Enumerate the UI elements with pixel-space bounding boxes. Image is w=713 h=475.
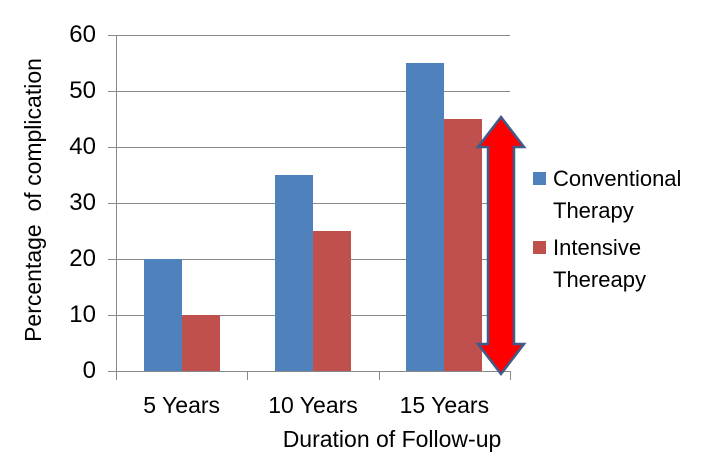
- legend-swatch-conventional-therapy: [533, 172, 546, 185]
- y-axis-tick-label: 50: [69, 77, 96, 104]
- x-axis-tick: [116, 371, 117, 380]
- y-axis-tick-label: 60: [69, 21, 96, 48]
- gridline: [116, 147, 510, 148]
- x-axis-tick: [247, 371, 249, 380]
- x-axis-title: Duration of Follow-up: [282, 426, 502, 452]
- y-axis-tick-label: 20: [69, 245, 96, 272]
- gridline: [116, 35, 510, 36]
- legend-item-intensive-thereapy: Intensive Thereapy: [533, 232, 713, 296]
- legend: Conventional Therapy Intensive Thereapy: [533, 163, 713, 296]
- y-axis-tick-label: 30: [69, 189, 96, 216]
- y-axis-tick: [108, 35, 116, 36]
- y-axis-tick-label: 10: [69, 301, 96, 328]
- y-axis-tick: [108, 259, 116, 260]
- x-axis-tick: [510, 371, 511, 380]
- legend-label: Intensive Thereapy: [553, 235, 646, 292]
- bar-conventional-therapy-10-years: [275, 175, 313, 371]
- bar-intensive-thereapy-5-years: [181, 315, 220, 371]
- y-axis-tick: [108, 315, 116, 316]
- y-axis-line: [116, 35, 117, 371]
- y-axis-tick: [108, 371, 116, 372]
- legend-label: Conventional Therapy: [553, 166, 682, 223]
- x-axis-line: [116, 371, 510, 372]
- gridline: [116, 203, 510, 204]
- legend-item-conventional-therapy: Conventional Therapy: [533, 163, 713, 227]
- x-axis-tick-label-10-years: 10 Years: [268, 392, 358, 418]
- x-axis-tick-label-5-years: 5 Years: [143, 392, 221, 418]
- y-axis-tick-label: 40: [69, 133, 96, 160]
- legend-swatch-intensive-thereapy: [533, 241, 546, 254]
- x-axis-tick-label-15-years: 15 Years: [399, 392, 490, 418]
- bar-intensive-thereapy-10-years: [313, 231, 351, 371]
- bar-conventional-therapy-15-years: [406, 63, 445, 371]
- double-arrow-shape: [475, 114, 527, 377]
- bar-intensive-thereapy-15-years: [444, 119, 483, 371]
- y-axis-tick-label: 0: [82, 357, 96, 384]
- x-axis-tick: [378, 371, 380, 380]
- y-axis-tick: [108, 203, 116, 204]
- y-axis-tick: [108, 147, 116, 148]
- y-axis-tick: [108, 91, 116, 92]
- bar-conventional-therapy-5-years: [143, 259, 182, 371]
- gridline: [116, 91, 510, 92]
- emphasis-double-arrow: [475, 114, 527, 377]
